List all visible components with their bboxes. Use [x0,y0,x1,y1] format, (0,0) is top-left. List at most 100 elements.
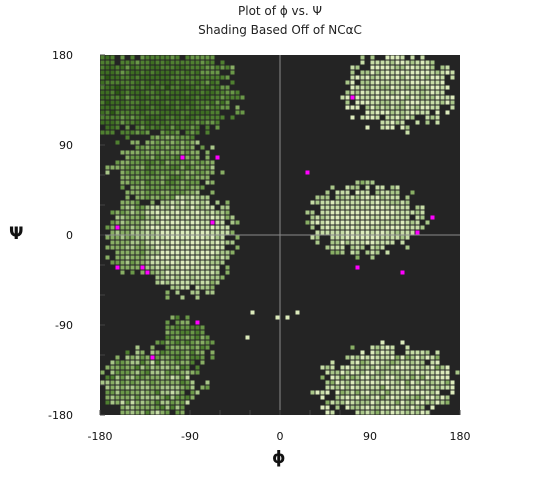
heatmap-cell [395,205,400,210]
heatmap-cell [165,180,170,185]
heatmap-cell [390,385,395,390]
heatmap-cell [110,75,115,80]
heatmap-cell [405,60,410,65]
heatmap-cell [430,115,435,120]
heatmap-cell [115,215,120,220]
heatmap-cell [345,95,350,100]
heatmap-cell [365,235,370,240]
heatmap-cell [395,220,400,225]
heatmap-cell [355,85,360,90]
heatmap-cell [115,395,120,400]
heatmap-cell [355,190,360,195]
heatmap-cell [370,390,375,395]
heatmap-cell [120,405,125,410]
heatmap-cell [170,365,175,370]
heatmap-cell [125,200,130,205]
heatmap-cell [185,120,190,125]
heatmap-cell [375,245,380,250]
heatmap-cell [145,250,150,255]
heatmap-cell [360,95,365,100]
heatmap-cell [120,390,125,395]
heatmap-cell [150,150,155,155]
heatmap-cell [135,375,140,380]
heatmap-cell [405,370,410,375]
heatmap-cell [175,220,180,225]
heatmap-cell [120,230,125,235]
heatmap-cell [170,70,175,75]
heatmap-cell [350,200,355,205]
heatmap-cell [225,205,230,210]
heatmap-cell [400,395,405,400]
heatmap-cell [215,210,220,215]
heatmap-cell [195,275,200,280]
heatmap-cell [150,75,155,80]
heatmap-cell [120,400,125,405]
heatmap-cell [140,185,145,190]
heatmap-cell [335,240,340,245]
heatmap-cell [170,315,175,320]
heatmap-cell [105,385,110,390]
heatmap-cell [425,75,430,80]
heatmap-cell [190,125,195,130]
heatmap-cell [195,350,200,355]
heatmap-cell [420,90,425,95]
heatmap-cell [185,240,190,245]
heatmap-cell [160,160,165,165]
heatmap-cell [430,100,435,105]
heatmap-cell [355,370,360,375]
heatmap-cell [410,405,415,410]
heatmap-cell [145,265,150,270]
heatmap-cell [360,205,365,210]
heatmap-cell [390,120,395,125]
heatmap-cell [355,245,360,250]
heatmap-cell [130,365,135,370]
heatmap-cell [150,385,155,390]
heatmap-cell [345,405,350,410]
heatmap-cell [165,120,170,125]
heatmap-cell [135,405,140,410]
heatmap-cell [185,235,190,240]
heatmap-cell [355,410,360,415]
heatmap-cell [140,375,145,380]
heatmap-cell [195,260,200,265]
heatmap-cell [155,245,160,250]
heatmap-cell [385,355,390,360]
heatmap-cell [360,180,365,185]
heatmap-cell [125,350,130,355]
heatmap-cell [395,100,400,105]
heatmap-cell [155,240,160,245]
heatmap-cell [365,365,370,370]
heatmap-cell [175,175,180,180]
heatmap-cell [220,260,225,265]
heatmap-cell [405,200,410,205]
heatmap-cell [335,235,340,240]
heatmap-cell [410,90,415,95]
heatmap-cell [360,115,365,120]
heatmap-cell [135,60,140,65]
heatmap-cell [430,80,435,85]
heatmap-cell [195,295,200,300]
heatmap-cell [140,225,145,230]
heatmap-cell [135,175,140,180]
heatmap-cell [360,75,365,80]
heatmap-cell [420,225,425,230]
heatmap-cell [375,360,380,365]
heatmap-cell [160,395,165,400]
heatmap-cell [415,85,420,90]
heatmap-cell [190,60,195,65]
heatmap-cell [145,105,150,110]
heatmap-cell [430,360,435,365]
heatmap-cell [190,355,195,360]
heatmap-cell [130,70,135,75]
heatmap-cell [140,55,145,60]
heatmap-cell [135,150,140,155]
heatmap-cell [120,80,125,85]
heatmap-cell [340,400,345,405]
heatmap-cell [365,400,370,405]
heatmap-cell [425,365,430,370]
heatmap-cell [210,60,215,65]
heatmap-cell [195,285,200,290]
heatmap-cell [140,110,145,115]
heatmap-cell [130,85,135,90]
heatmap-cell [440,385,445,390]
